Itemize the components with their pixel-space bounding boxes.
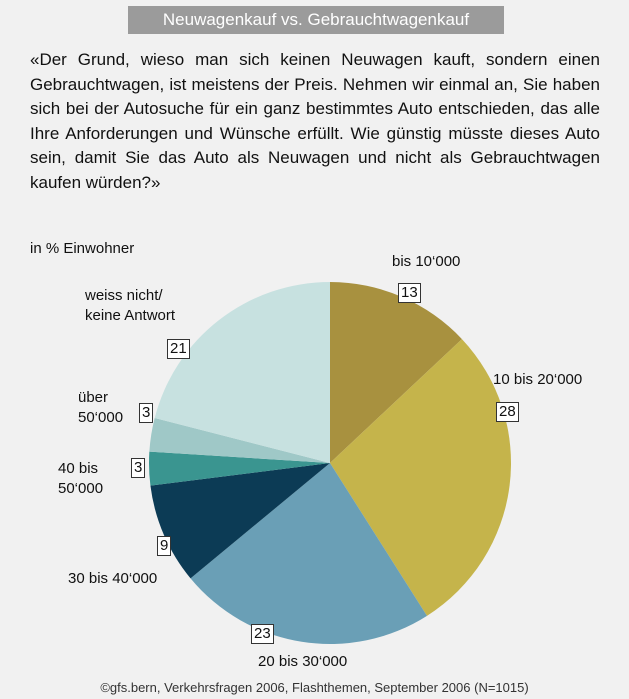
value-label: 28: [496, 402, 519, 422]
unit-label: in % Einwohner: [30, 240, 135, 257]
value-label: 3: [139, 403, 154, 423]
category-label: bis 10‘000: [392, 253, 461, 270]
value-label: 9: [157, 536, 172, 556]
pie-slice: [150, 463, 330, 579]
pie-slice: [190, 463, 427, 645]
value-label: 13: [398, 283, 421, 303]
pie-slice: [149, 417, 330, 463]
pie-slice: [154, 282, 330, 463]
chart-title: Neuwagenkauf vs. Gebrauchtwagenkauf: [128, 6, 504, 34]
question-text: «Der Grund, wieso man sich keinen Neuwag…: [30, 50, 600, 192]
pie-slice: [330, 339, 512, 616]
pie-slice: [330, 282, 462, 463]
category-label: 30 bis 40‘000: [68, 570, 158, 587]
source: ©gfs.bern, Verkehrsfragen 2006, Flashthe…: [100, 680, 529, 695]
value-label: 23: [251, 624, 274, 644]
value-label: 3: [131, 458, 146, 478]
category-label: 20 bis 30‘000: [258, 653, 348, 670]
category-label: 10 bis 20‘000: [493, 371, 583, 388]
category-label: 40 bis 50‘000: [58, 460, 104, 497]
category-label: weiss nicht/ keine Antwort: [85, 287, 176, 324]
value-label: 21: [167, 339, 190, 359]
pie-slice: [149, 451, 330, 486]
category-label: über 50‘000: [78, 389, 124, 426]
